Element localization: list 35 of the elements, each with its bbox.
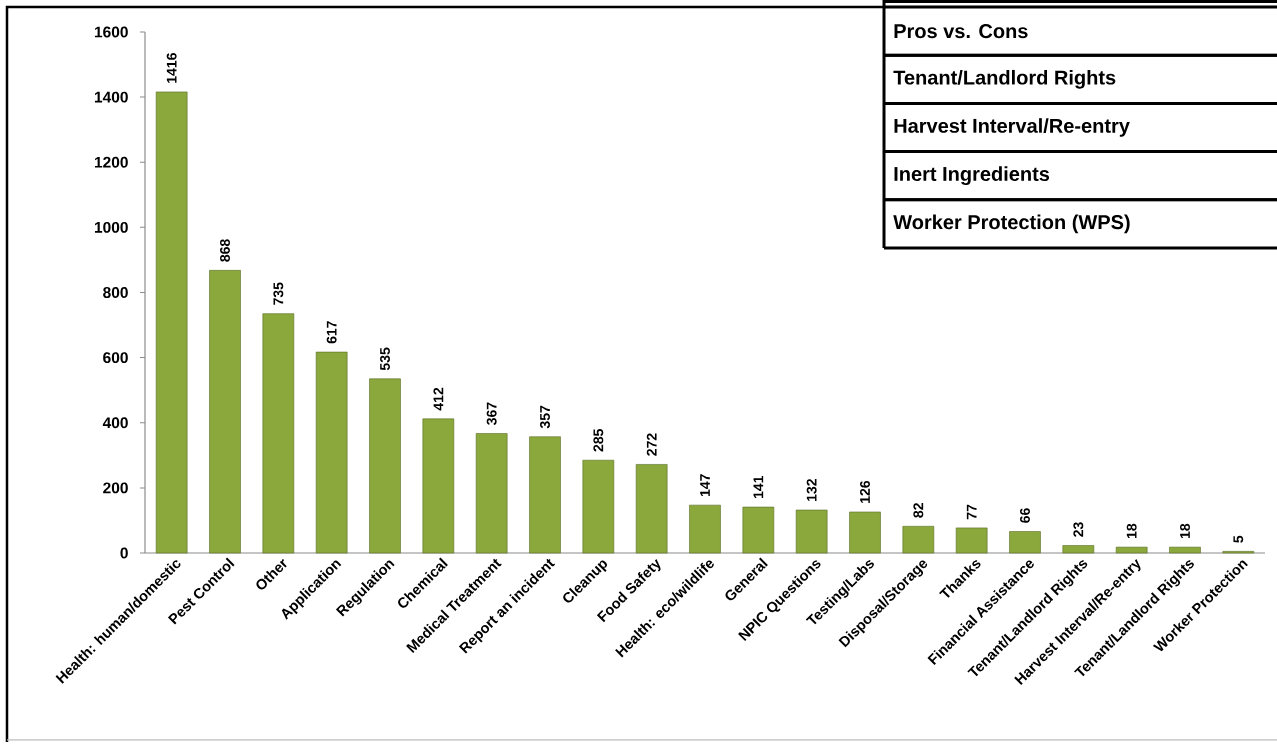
data-label: 18: [1126, 523, 1137, 539]
data-label: 77: [966, 504, 977, 520]
annotation: Pros vs. Cons: [894, 24, 1028, 39]
y-tick-label: 600: [103, 352, 128, 364]
y-tick-label: 200: [103, 482, 128, 494]
y-tick-label: 400: [102, 417, 128, 429]
annotation: Tenant/Landlord Rights: [893, 69, 1116, 89]
data-label: 147: [700, 474, 710, 497]
annotation: Harvest Interval/Re-entry: [894, 118, 1130, 137]
y-tick-label: 1200: [94, 156, 128, 168]
data-label: 66: [1020, 508, 1030, 523]
data-label: 1416: [166, 53, 177, 83]
annotation: Inert Ingredients: [894, 166, 1050, 186]
data-label: 5: [1233, 535, 1244, 543]
y-tick-label: 800: [103, 287, 128, 298]
data-label: 367: [486, 402, 497, 425]
data-label: 18: [1180, 523, 1190, 539]
data-label: 735: [273, 282, 284, 305]
y-tick-label: 1600: [94, 26, 128, 38]
data-label: 868: [220, 239, 230, 262]
data-label: 357: [540, 405, 550, 429]
data-label: 82: [913, 503, 924, 518]
data-label: 285: [593, 429, 604, 452]
data-label: 617: [326, 321, 337, 344]
data-label: 535: [380, 347, 390, 371]
y-tick-label: 1000: [94, 221, 128, 233]
data-label: 132: [806, 479, 817, 501]
y-tick-label: 1400: [94, 91, 128, 103]
data-label: 23: [1073, 522, 1084, 537]
data-label: 412: [433, 387, 444, 411]
annotation: Worker Protection (WPS): [893, 214, 1130, 234]
data-label: 126: [860, 480, 870, 503]
y-tick-label: 0: [120, 547, 128, 559]
data-label: 272: [646, 433, 657, 456]
data-label: 141: [753, 475, 764, 499]
